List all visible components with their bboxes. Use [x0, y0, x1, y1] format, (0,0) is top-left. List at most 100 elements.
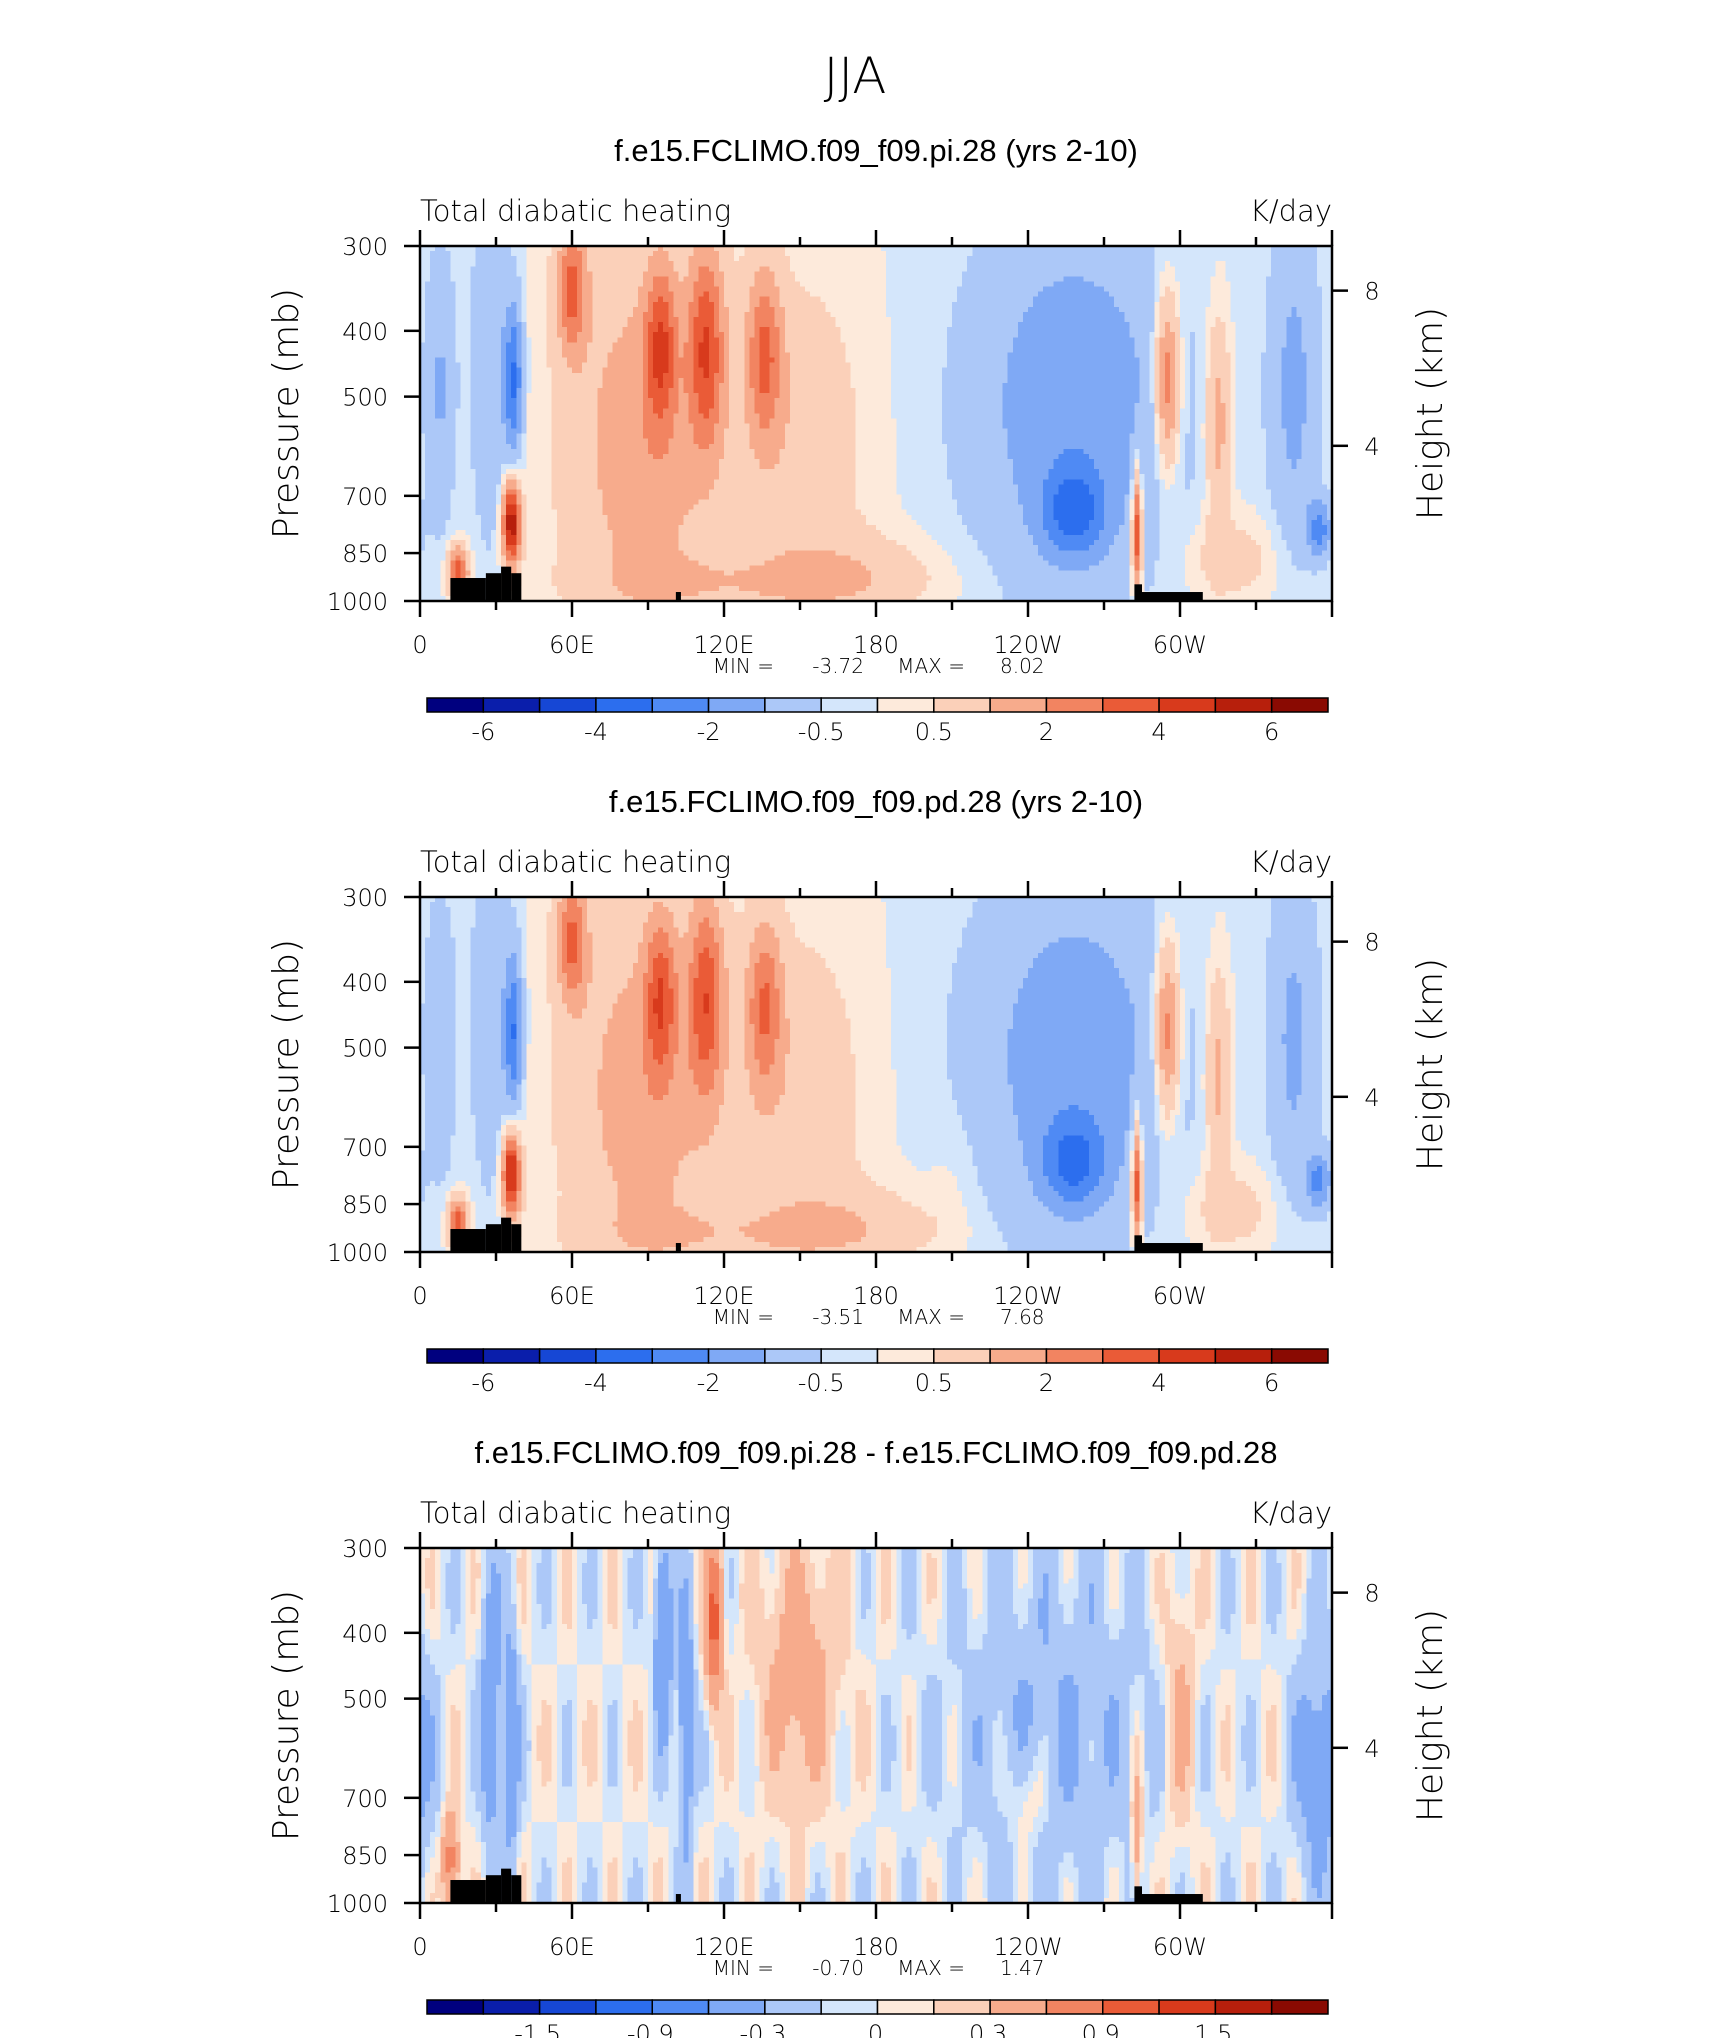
field-cell: [693, 291, 700, 298]
field-cell: [440, 509, 446, 516]
field-cell: [455, 565, 462, 572]
field-cell: [536, 524, 543, 531]
field-cell: [668, 535, 674, 541]
field-cell: [572, 322, 578, 328]
field-cell: [450, 311, 457, 318]
field-cell: [744, 514, 750, 521]
field-cell: [637, 499, 644, 506]
field-cell: [465, 311, 472, 318]
field-cell: [460, 474, 467, 480]
field-cell: [511, 494, 517, 501]
field-cell: [637, 377, 644, 384]
field-cell: [430, 524, 436, 531]
field-cell: [632, 408, 639, 414]
field-cell: [445, 499, 451, 506]
field-cell: [490, 357, 497, 364]
field-cell: [739, 413, 745, 420]
field-cell: [642, 524, 649, 531]
field-cell: [592, 357, 598, 364]
field-cell: [516, 377, 522, 384]
field-cell: [602, 393, 609, 399]
field-cell: [678, 393, 685, 399]
field-cell: [470, 393, 477, 399]
field-cell: [501, 296, 507, 303]
field-cell: [561, 347, 568, 354]
field-cell: [465, 438, 472, 445]
field-cell: [774, 382, 781, 389]
field-cell: [683, 388, 690, 394]
field-cell: [455, 281, 462, 288]
field-cell: [460, 565, 467, 572]
field-cell: [648, 519, 654, 526]
field-cell: [759, 377, 766, 384]
field-cell: [566, 311, 573, 318]
field-cell: [698, 256, 705, 262]
field-cell: [460, 469, 467, 475]
field-cell: [420, 311, 426, 318]
field-cell: [521, 499, 527, 506]
field-cell: [724, 428, 730, 435]
field-cell: [546, 438, 553, 445]
field-cell: [516, 367, 522, 374]
field-cell: [769, 464, 776, 470]
field-cell: [546, 504, 553, 511]
field-cell: [663, 474, 669, 480]
field-cell: [602, 317, 609, 323]
field-cell: [496, 291, 502, 298]
field-cell: [425, 251, 431, 257]
field-cell: [774, 570, 781, 577]
field-cell: [501, 372, 507, 379]
field-cell: [637, 266, 644, 272]
field-cell: [506, 301, 512, 308]
field-cell: [713, 469, 720, 475]
field-cell: [577, 388, 583, 394]
field-cell: [501, 413, 507, 420]
field-cell: [561, 494, 568, 501]
field-cell: [754, 317, 761, 323]
field-cell: [678, 413, 685, 420]
field-cell: [546, 514, 553, 521]
field-cell: [698, 550, 705, 556]
field-cell: [764, 408, 771, 414]
field-cell: [703, 428, 710, 435]
field-cell: [779, 281, 786, 288]
field-cell: [587, 281, 593, 288]
field-cell: [658, 317, 664, 323]
field-cell: [688, 382, 695, 389]
field-cell: [536, 367, 543, 374]
field-cell: [572, 306, 578, 313]
field-cell: [708, 514, 715, 521]
field-cell: [708, 555, 715, 562]
field-cell: [759, 362, 766, 369]
field-cell: [759, 489, 766, 496]
field-cell: [708, 550, 715, 556]
field-cell: [739, 464, 745, 470]
field-cell: [572, 418, 578, 425]
field-cell: [460, 281, 467, 288]
field-cell: [648, 271, 654, 278]
field-cell: [622, 256, 629, 262]
field-cell: [566, 514, 573, 521]
field-cell: [566, 352, 573, 359]
field-cell: [425, 590, 431, 597]
field-cell: [440, 580, 446, 587]
field-cell: [485, 296, 492, 303]
field-cell: [450, 524, 457, 531]
field-cell: [541, 580, 548, 587]
field-cell: [480, 286, 487, 293]
field-cell: [485, 382, 492, 389]
field-cell: [435, 398, 441, 404]
field-cell: [607, 403, 614, 409]
field-cell: [577, 372, 583, 379]
field-cell: [475, 423, 482, 430]
field-cell: [668, 570, 674, 577]
field-cell: [739, 555, 745, 562]
field-cell: [425, 306, 431, 313]
field-cell: [556, 469, 563, 475]
field-cell: [739, 580, 745, 587]
field-cell: [511, 393, 517, 399]
field-cell: [673, 489, 679, 496]
field-cell: [566, 489, 573, 496]
field-cell: [632, 413, 639, 420]
field-cell: [546, 256, 553, 262]
